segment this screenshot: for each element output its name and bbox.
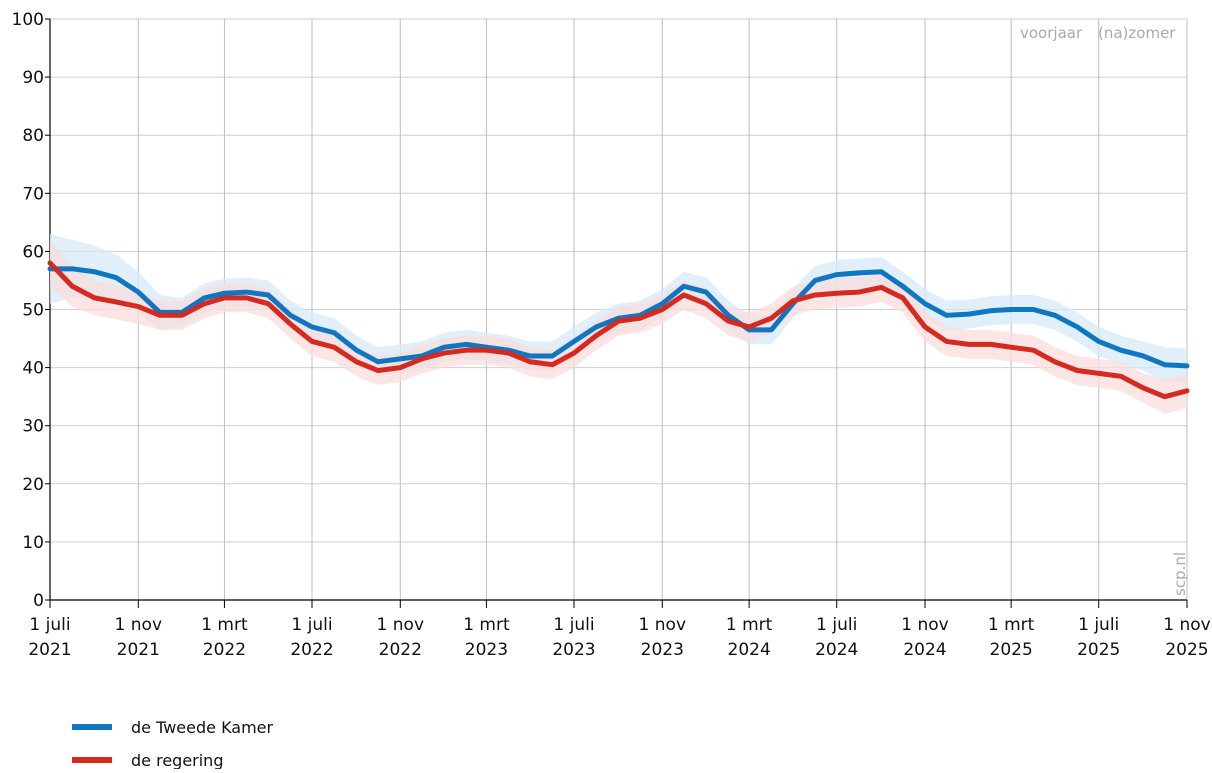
x-tick-label: 2023 [641,640,684,660]
x-tick-label: 2023 [465,640,508,660]
x-tick-label: 1 nov [377,615,424,635]
series-line [47,260,1190,400]
y-tick-label: 100 [12,10,44,30]
x-tick-label: 1 nov [639,615,686,635]
x-tick-label: 1 nov [1163,615,1210,635]
annotation: (na)zomer [1098,24,1176,42]
legend-label: de Tweede Kamer [131,718,274,737]
x-tick-label: 2024 [815,640,858,660]
x-tick-label: 1 juli [1078,615,1119,635]
x-tick-label: 1 nov [901,615,948,635]
x-tick-label: 1 juli [816,615,857,635]
x-tick-label: 1 mrt [463,615,510,635]
y-tick-label: 80 [22,126,44,146]
x-tick-label: 2021 [28,640,71,660]
x-tick-label: 2025 [990,640,1033,660]
x-tick-label: 2024 [728,640,771,660]
x-tick-label: 2023 [552,640,595,660]
x-tick-label: 1 mrt [726,615,773,635]
x-tick-label: 2022 [379,640,422,660]
y-tick-label: 50 [22,301,44,321]
y-tick-label: 90 [22,68,44,88]
x-tick-label: 2025 [1165,640,1208,660]
x-tick-label: 2022 [203,640,246,660]
y-tick-label: 60 [22,242,44,262]
x-tick-label: 1 nov [115,615,162,635]
x-tick-label: 1 juli [553,615,594,635]
watermark: scp.nl [1171,552,1189,596]
x-tick-label: 1 juli [291,615,332,635]
x-tick-label: 1 juli [29,615,70,635]
y-tick-label: 70 [22,184,44,204]
x-tick-label: 2024 [903,640,946,660]
y-tick-label: 0 [33,591,44,611]
y-tick-label: 10 [22,533,44,553]
x-tick-label: 1 mrt [201,615,248,635]
series-line [47,266,1190,369]
y-tick-label: 30 [22,417,44,437]
y-tick-label: 40 [22,359,44,379]
y-tick-label: 20 [22,475,44,495]
x-tick-label: 2022 [290,640,333,660]
legend-label: de regering [131,751,223,769]
annotation: voorjaar [1020,24,1083,42]
confidence-band [50,239,1187,415]
x-tick-label: 2021 [117,640,160,660]
x-tick-label: 2025 [1077,640,1120,660]
x-tick-label: 1 mrt [988,615,1035,635]
